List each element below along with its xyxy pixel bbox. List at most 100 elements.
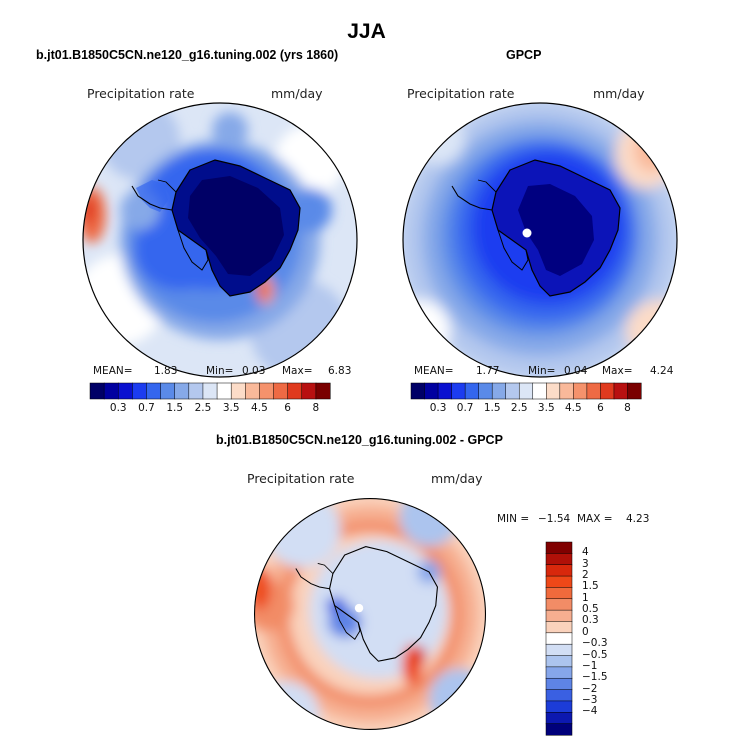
colorbar-2-swatch <box>451 382 466 400</box>
colorbar-1-swatch <box>245 382 260 400</box>
colorbar-2-swatch <box>586 382 601 400</box>
colorbar-3-swatch <box>545 666 573 679</box>
colorbar-1-tick-label: 2.5 <box>194 402 212 414</box>
panel-2-title: GPCP <box>506 48 542 62</box>
colorbar-2-swatch <box>559 382 574 400</box>
colorbar-2-swatch <box>464 382 480 400</box>
panel-2-mean-label: MEAN= <box>414 365 454 377</box>
colorbar-3-tick-label: −2 <box>582 682 598 695</box>
colorbar-2-swatch <box>410 382 426 400</box>
colorbar-3-tick-label: −1 <box>582 659 598 672</box>
colorbar-3-tick-label: 0 <box>582 625 589 638</box>
colorbar-2-swatch <box>600 382 615 400</box>
colorbar-1-swatch <box>117 382 133 400</box>
colorbar-1-swatch <box>174 382 190 400</box>
colorbar-1-swatch <box>160 382 176 400</box>
colorbar-3-swatch <box>545 541 573 554</box>
colorbar-3-tick-label: −4 <box>582 705 598 718</box>
colorbar-1-tick-label: 3.5 <box>222 402 240 414</box>
colorbar-1-swatch <box>259 382 275 400</box>
colorbar-3-swatch <box>545 587 573 600</box>
colorbar-3-tick-label: 4 <box>582 546 589 559</box>
colorbar-1-tick-label: 0.3 <box>109 402 127 414</box>
colorbar-2-swatch <box>546 382 561 400</box>
panel-2-units: mm/day <box>593 86 645 101</box>
panel-3-variable: Precipitation rate <box>247 471 355 486</box>
colorbar-2-swatch <box>491 382 507 400</box>
colorbar-2-swatch <box>424 382 439 400</box>
colorbar-1-swatch <box>230 382 246 400</box>
panel-1-min-label: Min= <box>206 365 234 377</box>
colorbar-2-swatch <box>518 382 534 400</box>
colorbar-1-swatch <box>315 382 331 400</box>
panel-3-polar-map <box>253 497 487 731</box>
colorbar-3-swatch <box>545 553 573 566</box>
colorbar-2-swatch <box>505 382 520 400</box>
colorbar-3-swatch <box>545 609 573 623</box>
panel-3-min-value: −1.54 <box>538 513 571 525</box>
colorbar-3-tick-label: −0.3 <box>582 637 608 650</box>
colorbar-2-tick-label: 1.5 <box>483 402 501 414</box>
colorbar-3-tick-label: 1.5 <box>582 580 599 593</box>
colorbar-3-swatch <box>545 632 573 645</box>
panel-1-colorbar <box>89 382 331 400</box>
colorbar-1-swatch <box>132 382 148 400</box>
panel-2-min-value: 0.04 <box>564 365 588 377</box>
colorbar-3-tick-label: 2 <box>582 569 589 582</box>
colorbar-1-swatch <box>103 382 119 400</box>
panel-1-mean-value: 1.83 <box>154 365 178 377</box>
colorbar-3-swatch <box>545 598 573 611</box>
panel-2-min-label: Min= <box>528 365 556 377</box>
colorbar-1-tick-label: 1.5 <box>166 402 184 414</box>
colorbar-2-swatch <box>627 382 642 400</box>
panel-1-mean-label: MEAN= <box>93 365 133 377</box>
colorbar-3-swatch <box>545 712 573 725</box>
colorbar-2-tick-label: 0.7 <box>456 402 474 414</box>
colorbar-3-swatch <box>545 621 573 634</box>
colorbar-1-swatch <box>273 382 289 400</box>
colorbar-3-tick-label: 0.5 <box>582 603 599 616</box>
colorbar-3-swatch <box>545 700 573 713</box>
colorbar-3-swatch <box>545 689 573 702</box>
colorbar-2-tick-label: 4.5 <box>564 402 582 414</box>
colorbar-1-swatch <box>216 382 232 400</box>
colorbar-2-tick-label: 0.3 <box>429 402 447 414</box>
panel-2-variable: Precipitation rate <box>407 86 515 101</box>
colorbar-3-swatch <box>545 575 573 588</box>
panel-2-colorbar <box>410 382 642 400</box>
colorbar-2-tick-label: 8 <box>624 402 631 414</box>
colorbar-1-tick-label: 0.7 <box>138 402 155 414</box>
colorbar-3-tick-label: 1 <box>582 591 589 604</box>
panel-2-polar-map <box>402 102 678 378</box>
colorbar-3-swatch <box>545 564 573 577</box>
colorbar-3-swatch <box>545 655 573 668</box>
colorbar-1-tick-label: 8 <box>312 402 320 414</box>
panel-3-colorbar <box>545 541 573 736</box>
colorbar-3-swatch <box>545 677 573 691</box>
panel-3-max-label: MAX = <box>577 513 613 525</box>
colorbar-2-tick-label: 2.5 <box>510 402 528 414</box>
panel-1-max-value: 6.83 <box>328 365 352 377</box>
panel-1-max-label: Max= <box>282 365 313 377</box>
colorbar-2-tick-label: 3.5 <box>537 402 555 414</box>
colorbar-3-swatch <box>545 723 573 736</box>
figure-title: JJA <box>347 20 386 43</box>
colorbar-2-swatch <box>437 382 453 400</box>
colorbar-1-swatch <box>287 382 303 400</box>
panel-2-max-label: Max= <box>602 365 633 377</box>
panel-3-units: mm/day <box>431 471 483 486</box>
panel-1-polar-map <box>82 102 358 378</box>
colorbar-3-tick-label: 3 <box>582 557 589 570</box>
colorbar-3-tick-label: −0.5 <box>582 648 608 661</box>
colorbar-3-swatch <box>545 643 573 657</box>
panel-1-title: b.jt01.B1850C5CN.ne120_g16.tuning.002 (y… <box>36 48 339 62</box>
panel-1-min-value: 0.03 <box>242 365 266 377</box>
panel-3-max-value: 4.23 <box>626 513 650 525</box>
panel-1-variable: Precipitation rate <box>87 86 195 101</box>
colorbar-1-swatch <box>301 382 317 400</box>
panel-2-max-value: 4.24 <box>650 365 674 377</box>
colorbar-2-swatch <box>573 382 588 400</box>
colorbar-1-swatch <box>202 382 218 400</box>
colorbar-1-tick-label: 4.5 <box>251 402 268 414</box>
colorbar-3-tick-label: −3 <box>582 693 598 706</box>
